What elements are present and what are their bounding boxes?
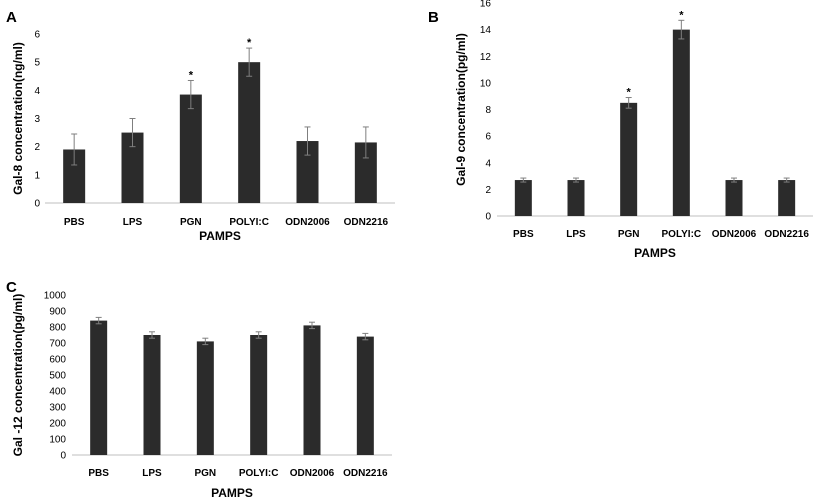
y-tick-label: 0 — [485, 212, 491, 223]
error-bar — [304, 126, 311, 156]
x-axis-title: PAMPS — [634, 246, 676, 260]
bar — [250, 335, 268, 455]
x-tick-label: PBS — [513, 229, 534, 240]
y-tick-label: 5 — [34, 58, 40, 69]
x-tick-label: POLYI:C — [662, 229, 702, 240]
x-tick-label: POLYI:C — [229, 217, 269, 228]
y-tick-label: 400 — [49, 387, 66, 398]
significance-marker: * — [679, 9, 684, 21]
error-bar — [309, 321, 315, 330]
bar — [196, 341, 214, 455]
error-bar — [255, 331, 262, 339]
x-axis-title: PAMPS — [211, 486, 253, 500]
y-tick-label: 900 — [49, 307, 66, 318]
y-tick-label: 10 — [480, 78, 492, 89]
y-tick-label: 4 — [34, 86, 40, 97]
panel-letter: B — [428, 9, 439, 26]
significance-marker: * — [189, 69, 194, 81]
bar — [63, 149, 86, 203]
x-tick-label: ODN2216 — [344, 217, 389, 228]
x-tick-label: LPS — [566, 229, 586, 240]
bar — [121, 132, 144, 203]
y-tick-label: 4 — [485, 158, 491, 169]
bar — [567, 180, 585, 216]
y-tick-label: 800 — [49, 323, 66, 334]
bar — [672, 29, 690, 216]
error-bar — [71, 133, 78, 166]
y-tick-label: 2 — [34, 142, 40, 153]
bar — [90, 320, 108, 455]
y-tick-label: 6 — [34, 30, 40, 41]
x-tick-label: POLYI:C — [239, 468, 279, 479]
x-tick-label: ODN2006 — [712, 229, 757, 240]
x-tick-label: ODN2006 — [285, 217, 330, 228]
x-tick-label: ODN2006 — [290, 468, 335, 479]
error-bar — [731, 177, 737, 183]
y-tick-label: 500 — [49, 371, 66, 382]
bar — [296, 141, 319, 203]
bar — [354, 142, 377, 203]
error-bar — [149, 331, 155, 339]
x-tick-label: PBS — [88, 468, 109, 479]
y-tick-label: 6 — [485, 132, 491, 143]
y-tick-label: 14 — [480, 25, 492, 36]
x-tick-label: LPS — [123, 217, 143, 228]
y-tick-label: 100 — [49, 435, 66, 446]
x-tick-label: ODN2216 — [764, 229, 809, 240]
bar — [179, 94, 202, 203]
bar — [620, 102, 638, 216]
y-tick-label: 8 — [485, 105, 491, 116]
y-tick-label: 200 — [49, 419, 66, 430]
x-tick-label: LPS — [142, 468, 162, 479]
x-tick-label: PBS — [64, 217, 85, 228]
y-tick-label: 12 — [480, 52, 492, 63]
chart-panel-c: C 0 100 200 300 400 500 600 700 800 900 1000 PBS LPS P… — [6, 279, 392, 500]
error-bar — [95, 316, 102, 325]
bar — [238, 62, 261, 203]
error-bar — [520, 177, 527, 183]
x-tick-label: PGN — [194, 468, 216, 479]
x-axis-title: PAMPS — [199, 229, 241, 243]
bar — [778, 180, 796, 216]
y-tick-label: 600 — [49, 355, 66, 366]
bar — [143, 335, 161, 455]
y-tick-label: 0 — [34, 199, 40, 210]
x-tick-label: PGN — [180, 217, 202, 228]
error-bar — [362, 332, 369, 341]
panel-letter: C — [6, 279, 17, 296]
significance-marker: * — [247, 37, 252, 49]
y-axis-title: Gal -12 concentration(pg/ml) — [11, 294, 25, 457]
error-bar — [678, 19, 685, 40]
y-tick-label: 1 — [34, 170, 40, 181]
y-tick-label: 16 — [480, 0, 492, 10]
panel-letter: A — [6, 9, 17, 26]
error-bar — [246, 47, 253, 77]
error-bar — [362, 126, 369, 159]
error-bar — [202, 337, 209, 346]
chart-panel-b: B 0 2 4 6 8 10 12 14 16 PBS LPS * PGN * POLYI:C ODN2006 O… — [428, 0, 813, 260]
error-bar — [129, 118, 136, 148]
error-bar — [625, 97, 632, 109]
significance-marker: * — [627, 87, 632, 99]
y-tick-label: 700 — [49, 339, 66, 350]
error-bar — [187, 79, 194, 110]
y-axis-title: Gal-8 concentration(ng/ml) — [11, 42, 25, 195]
y-tick-label: 3 — [34, 114, 40, 125]
bar — [514, 180, 532, 216]
x-tick-label: ODN2216 — [343, 468, 388, 479]
y-axis-title: Gal-9 concentration(pg/ml) — [454, 33, 468, 186]
error-bar — [573, 177, 579, 183]
bar — [356, 336, 374, 455]
y-tick-label: 2 — [485, 185, 491, 196]
y-tick-label: 300 — [49, 403, 66, 414]
error-bar — [783, 177, 790, 183]
y-tick-label: 1000 — [44, 291, 67, 302]
x-tick-label: PGN — [618, 229, 640, 240]
chart-panel-a: A 0 1 2 3 4 5 6 PBS LPS * PGN * POLYI:C ODN2006 ODN2216… — [6, 9, 395, 243]
y-tick-label: 0 — [60, 451, 66, 462]
bar — [303, 325, 321, 455]
bar — [725, 180, 743, 216]
